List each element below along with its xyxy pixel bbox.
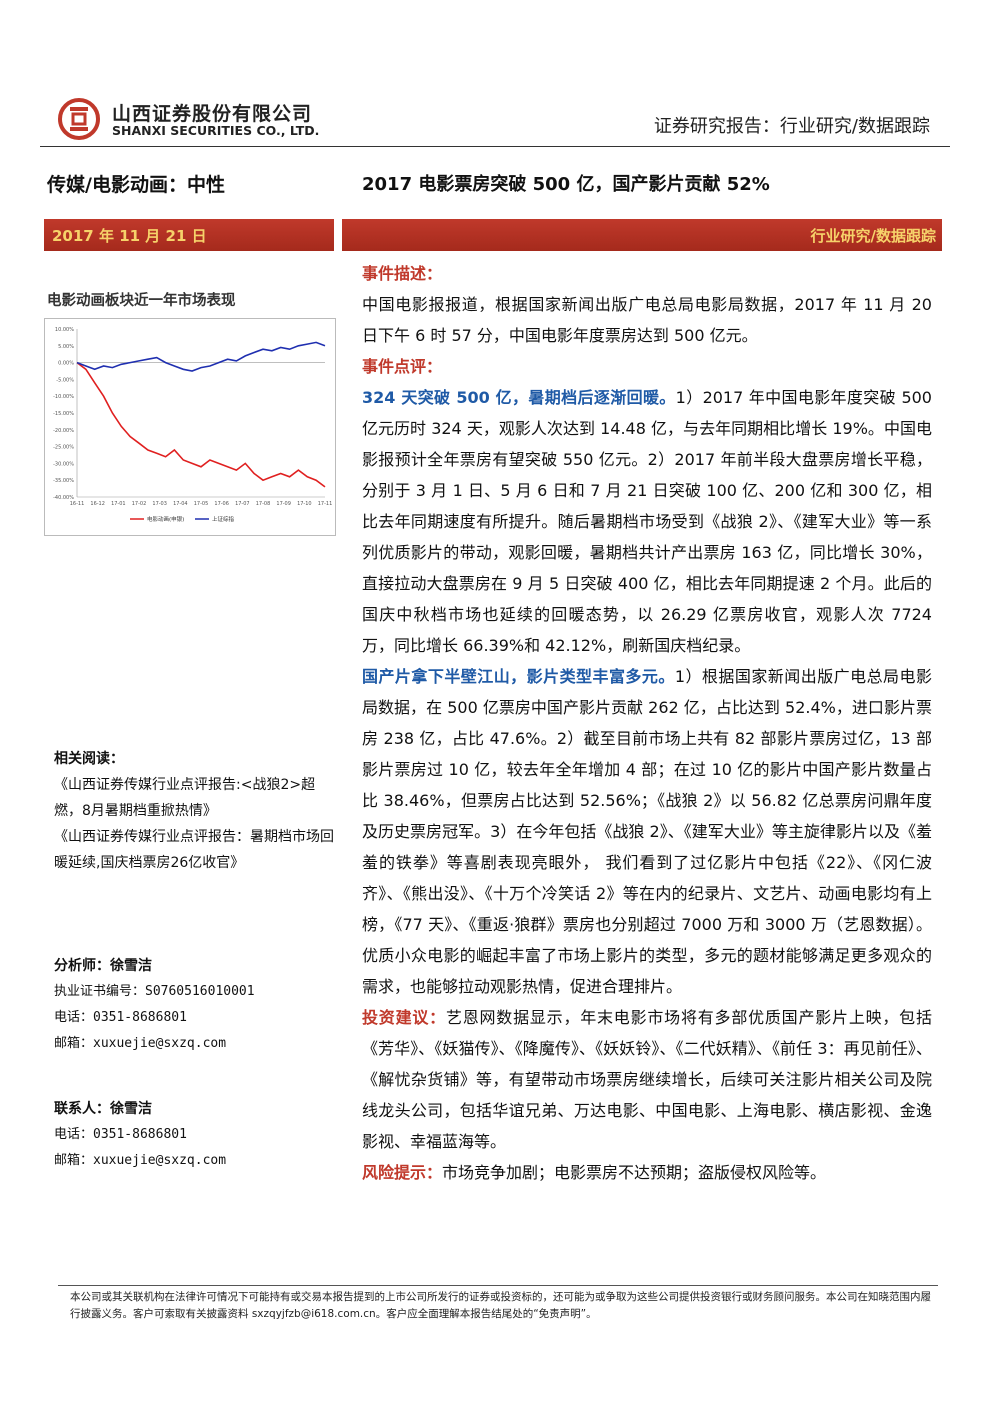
contact-block: 联系人：徐雪洁 电话：0351-8686801 邮箱：xuxuejie@sxzq… xyxy=(54,1096,339,1174)
y-tick-label: 5.00% xyxy=(58,344,74,350)
header-divider xyxy=(40,146,950,147)
y-tick-label: -40.00% xyxy=(53,495,74,501)
x-tick-label: 17-01 xyxy=(111,501,126,507)
related-item[interactable]: 《山西证券传媒行业点评报告:<战狼2>超燃，8月暑期档重掀热情》 xyxy=(54,777,316,819)
report-headline: 2017 电影票房突破 500 亿，国产影片贡献 52% xyxy=(362,174,770,195)
related-reading: 相关阅读： 《山西证券传媒行业点评报告:<战狼2>超燃，8月暑期档重掀热情》 《… xyxy=(54,746,339,876)
report-date: 2017 年 11 月 21 日 xyxy=(52,227,207,245)
risk-lead: 风险提示： xyxy=(362,1163,443,1182)
chart-title: 电影动画板块近一年市场表现 xyxy=(47,293,236,309)
company-name-cn: 山西证券股份有限公司 xyxy=(112,103,313,125)
analyst-name: 分析师：徐雪洁 xyxy=(54,958,152,974)
report-body: 事件描述： 中国电影报报道，根据国家新闻出版广电总局电影局数据，2017 年 1… xyxy=(362,258,932,1188)
performance-chart: 10.00% 5.00% 0.00% -5.00% -10.00% -15.00% -20.… xyxy=(44,318,336,536)
invest-text: 艺恩网数据显示，年末电影市场将有多部优质国产影片上映，包括《芳华》、《妖猫传》、… xyxy=(362,1008,932,1151)
footer-divider xyxy=(58,1285,938,1286)
contact-phone: 电话：0351-8686801 xyxy=(54,1127,187,1142)
invest-advice: 投资建议：艺恩网数据显示，年末电影市场将有多部优质国产影片上映，包括《芳华》、《… xyxy=(362,1002,932,1157)
paragraph-1: 324 天突破 500 亿，暑期档后逐渐回暖。1）2017 年中国电影年度突破 … xyxy=(362,382,932,661)
p2-lead: 国产片拿下半壁江山，影片类型丰富多元。 xyxy=(362,667,675,686)
y-tick-label: -30.00% xyxy=(53,461,74,467)
contact-name: 联系人：徐雪洁 xyxy=(54,1101,152,1117)
report-type: 证券研究报告：行业研究/数据跟踪 xyxy=(653,116,930,137)
legend-label: 上证综指 xyxy=(212,515,235,523)
analyst-phone: 电话：0351-8686801 xyxy=(54,1010,187,1025)
risk-note: 风险提示：市场竞争加剧；电影票房不达预期；盗版侵权风险等。 xyxy=(362,1157,932,1188)
y-tick-label: -25.00% xyxy=(53,445,74,451)
y-tick-label: -20.00% xyxy=(53,428,74,434)
sector-rating: 传媒/电影动画：中性 xyxy=(47,174,225,196)
x-tick-label: 17-07 xyxy=(235,501,250,507)
y-tick-label: -35.00% xyxy=(53,478,74,484)
p1-text: 1）2017 年中国电影年度突破 500 亿元历时 324 天，观影人次达到 1… xyxy=(362,388,932,655)
y-tick-label: -10.00% xyxy=(53,394,74,400)
date-bar: 2017 年 11 月 21 日 xyxy=(44,219,334,251)
x-tick-label: 17-03 xyxy=(152,501,167,507)
y-tick-label: 10.00% xyxy=(55,327,74,333)
y-tick-label: -15.00% xyxy=(53,411,74,417)
series-line xyxy=(76,361,326,488)
risk-text: 市场竞争加剧；电影票房不达预期；盗版侵权风险等。 xyxy=(442,1163,827,1182)
company-name-en: SHANXI SECURITIES CO., LTD. xyxy=(112,123,320,138)
paragraph-2: 国产片拿下半壁江山，影片类型丰富多元。1）根据国家新闻出版广电总局电影局数据，在… xyxy=(362,661,932,1002)
disclaimer: 本公司或其关联机构在法律许可情况下可能持有或交易本报告提到的上市公司所发行的证券… xyxy=(70,1291,931,1320)
p2-text: 1）根据国家新闻出版广电总局电影局数据，在 500 亿票房中国产影片贡献 262… xyxy=(362,667,932,996)
category-bar: 行业研究/数据跟踪 xyxy=(342,219,942,251)
series-line xyxy=(76,341,326,372)
p1-lead: 324 天突破 500 亿，暑期档后逐渐回暖。 xyxy=(362,388,676,407)
x-tick-label: 17-02 xyxy=(132,501,147,507)
event-title: 事件描述： xyxy=(362,264,443,283)
x-tick-label: 17-05 xyxy=(194,501,209,507)
x-tick-label: 16-11 xyxy=(70,501,85,507)
x-tick-label: 16-12 xyxy=(90,501,105,507)
x-tick-label: 17-10 xyxy=(297,501,312,507)
invest-lead: 投资建议： xyxy=(362,1008,446,1027)
related-heading: 相关阅读： xyxy=(54,751,124,767)
x-tick-label: 17-06 xyxy=(214,501,229,507)
event-text: 中国电影报报道，根据国家新闻出版广电总局电影局数据，2017 年 11 月 20… xyxy=(362,295,932,345)
chart-svg: 10.00% 5.00% 0.00% -5.00% -10.00% -15.00% -20.… xyxy=(53,327,333,523)
comment-title: 事件点评： xyxy=(362,357,443,376)
company-logo xyxy=(58,98,100,140)
analyst-cert: 执业证书编号：S0760516010001 xyxy=(54,984,255,999)
analyst-block: 分析师：徐雪洁 执业证书编号：S0760516010001 电话：0351-86… xyxy=(54,953,339,1057)
y-tick-label: 0.00% xyxy=(58,361,74,367)
related-item[interactable]: 《山西证券传媒行业点评报告：暑期档市场回暖延续,国庆档票房26亿收官》 xyxy=(54,829,334,871)
x-tick-label: 17-04 xyxy=(173,501,188,507)
x-tick-label: 17-08 xyxy=(256,501,271,507)
analyst-email[interactable]: 邮箱：xuxuejie@sxzq.com xyxy=(54,1036,227,1051)
x-tick-label: 17-09 xyxy=(276,501,291,507)
y-tick-label: -5.00% xyxy=(56,377,74,383)
x-tick-label: 17-11 xyxy=(318,501,333,507)
category-label: 行业研究/数据跟踪 xyxy=(810,227,936,245)
legend-label: 电影动画(申银) xyxy=(147,515,184,523)
contact-email[interactable]: 邮箱：xuxuejie@sxzq.com xyxy=(54,1153,227,1168)
